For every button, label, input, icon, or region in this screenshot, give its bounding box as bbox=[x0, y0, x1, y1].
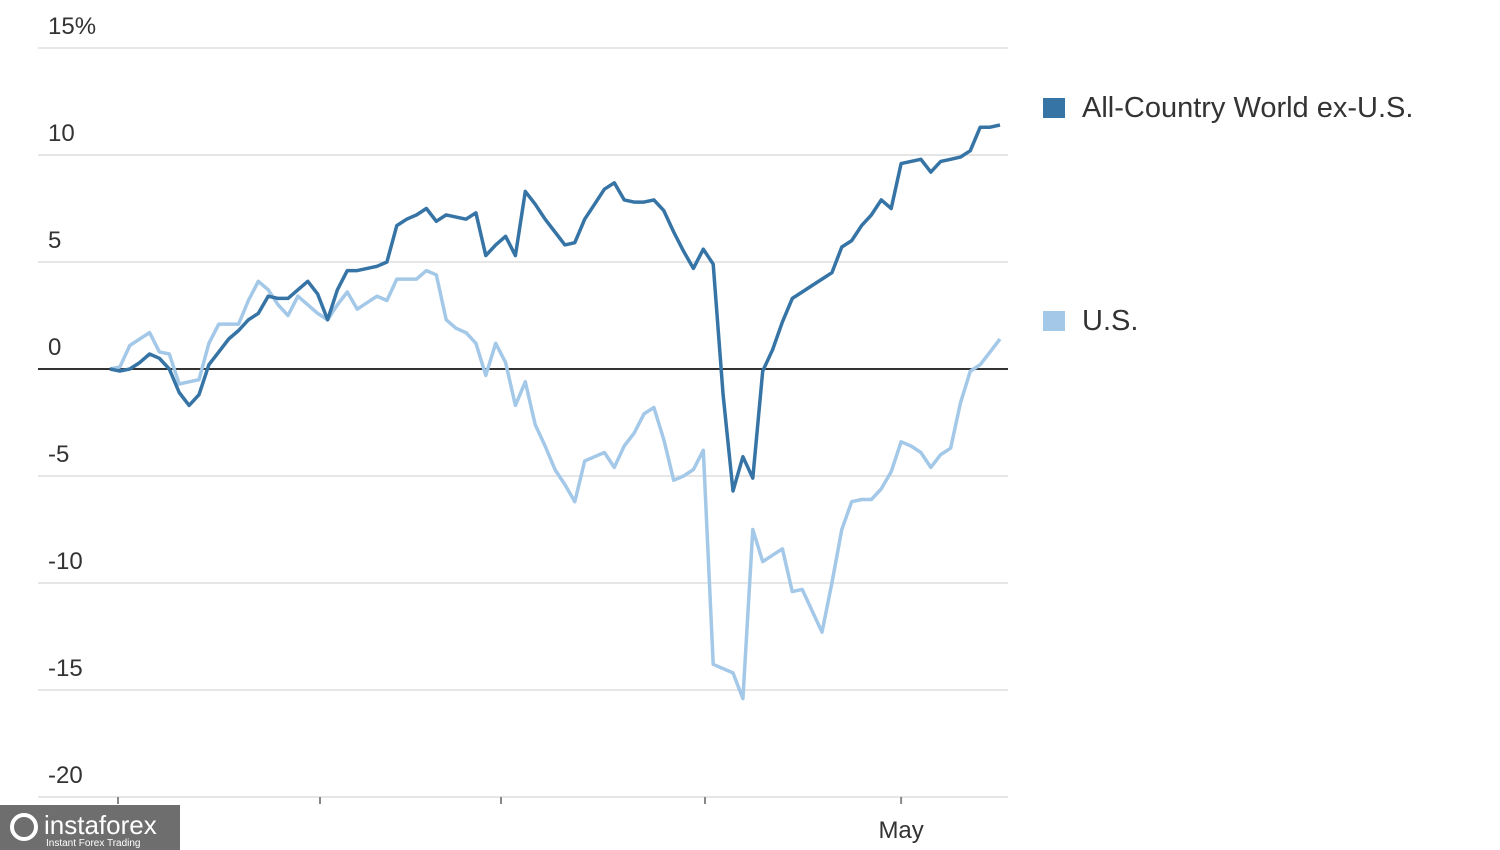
legend-item: All-Country World ex-U.S. bbox=[1043, 92, 1413, 124]
lines: All-Country World ex-U.S. U.S. bbox=[109, 92, 1413, 701]
y-tick-label: -10 bbox=[48, 548, 83, 575]
y-tick-label: 0 bbox=[48, 334, 61, 361]
watermark-tagline: Instant Forex Trading bbox=[46, 838, 141, 849]
legend-item: U.S. bbox=[1043, 305, 1138, 337]
legend-label: All-Country World ex-U.S. bbox=[1082, 92, 1413, 124]
legend-label: U.S. bbox=[1082, 305, 1138, 337]
y-tick-label: 5 bbox=[48, 227, 61, 254]
legend-swatch bbox=[1043, 311, 1065, 331]
series-line bbox=[109, 268, 1002, 701]
legend-swatch bbox=[1043, 98, 1065, 118]
y-tick-label: 15% bbox=[48, 13, 96, 40]
grid: -20 -15 -10 -5 0 5 10 15% May bbox=[38, 13, 1008, 844]
y-tick-label: -5 bbox=[48, 441, 69, 468]
y-tick-label: -20 bbox=[48, 762, 83, 789]
y-tick-label: 10 bbox=[48, 120, 75, 147]
watermark-bg bbox=[0, 805, 180, 850]
watermark-brand: instaforex bbox=[44, 810, 157, 840]
watermark-logo bbox=[10, 813, 38, 841]
series-line bbox=[109, 123, 1001, 493]
watermark: instaforex Instant Forex Trading bbox=[0, 805, 180, 850]
y-tick-label: -15 bbox=[48, 655, 83, 682]
x-axis-ticks bbox=[117, 797, 706, 804]
x-tick-label: May bbox=[878, 817, 923, 844]
